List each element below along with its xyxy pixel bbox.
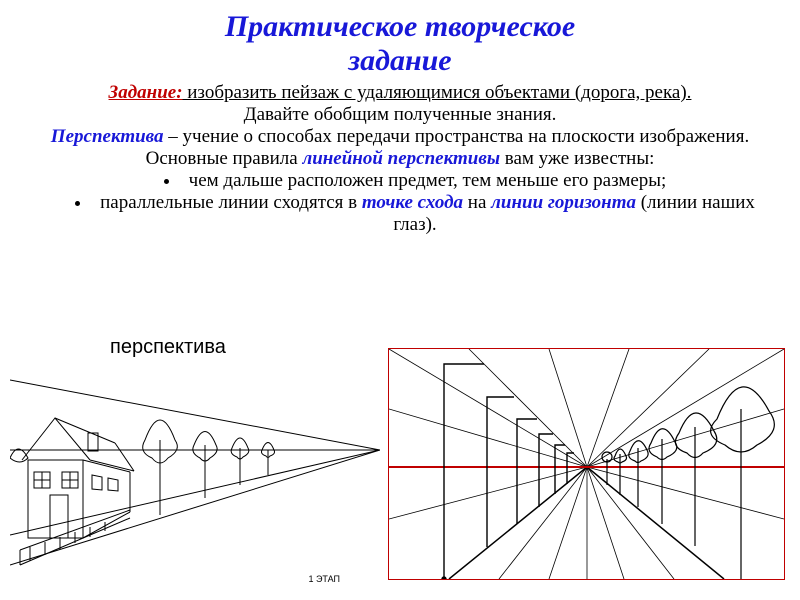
rule-1-text: чем дальше расположен предмет, тем меньш…	[189, 170, 667, 191]
rules-intro-post: вам уже известны:	[500, 148, 654, 169]
rule-2-mid: на	[463, 192, 491, 213]
left-figure: перспектива	[10, 340, 380, 590]
rule-2-pre: параллельные линии сходятся в	[100, 192, 362, 213]
task-label: Задание:	[109, 82, 183, 103]
house-perspective-svg	[10, 340, 380, 590]
rule-item: чем дальше расположен предмет, тем меньш…	[60, 170, 770, 192]
linear-perspective-term: линейной перспективы	[302, 148, 500, 169]
task-text: изобразить пейзаж с удаляющимися объекта…	[183, 82, 692, 103]
rules-list: чем дальше расположен предмет, тем меньш…	[60, 170, 770, 236]
road-perspective-svg	[389, 349, 784, 579]
perspective-label: перспектива	[110, 336, 226, 359]
rules-intro-pre: Основные правила	[146, 148, 303, 169]
slide-title: Практическое творческое задание	[30, 10, 770, 78]
rule-item: параллельные линии сходятся в точке сход…	[60, 192, 770, 236]
summarize-line: Давайте обобщим полученные знания.	[30, 104, 770, 126]
task-line: Задание: изобразить пейзаж с удаляющимис…	[30, 82, 770, 104]
right-figure	[388, 348, 785, 580]
rules-intro: Основные правила линейной перспективы ва…	[30, 148, 770, 170]
horizon-line-term: линии горизонта	[491, 192, 636, 213]
vanishing-point-term: точке схода	[362, 192, 463, 213]
stage-label: 1 ЭТАП	[308, 574, 340, 584]
perspective-term: Перспектива	[51, 126, 164, 147]
perspective-def-text: – учение о способах передачи пространств…	[164, 126, 750, 147]
perspective-definition: Перспектива – учение о способах передачи…	[30, 126, 770, 148]
